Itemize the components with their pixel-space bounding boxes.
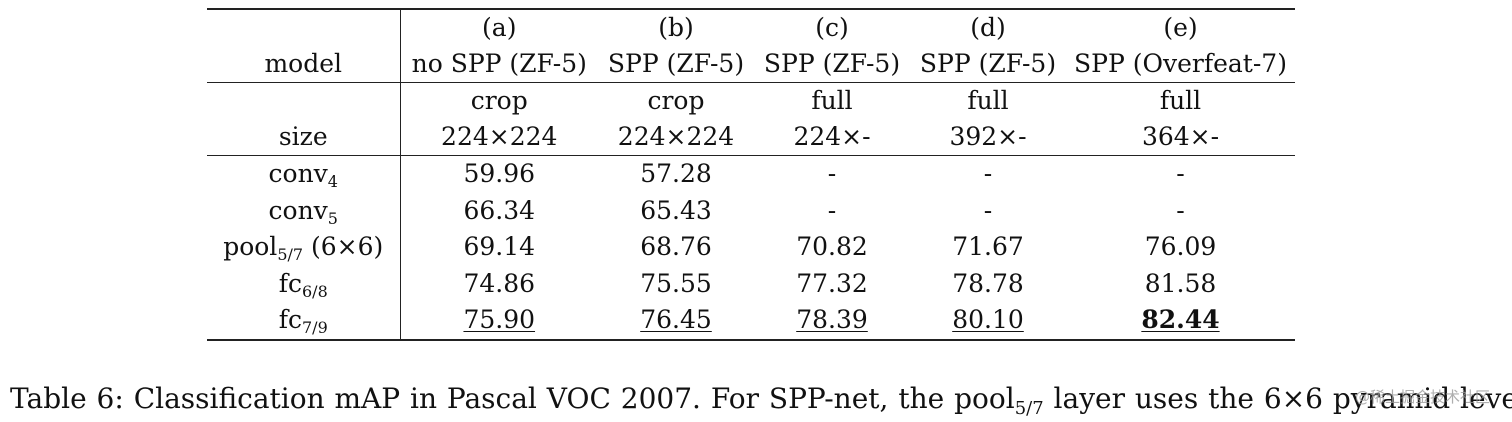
table-cell: - — [1066, 155, 1295, 193]
table-cell: 69.14 — [463, 232, 536, 262]
table-cell: - — [754, 155, 910, 193]
table-cell: 81.58 — [1144, 268, 1217, 298]
header-row-letters: (a) (b) (c) (d) (e) — [207, 8, 1295, 46]
cell-value-best: 82.44 — [1141, 305, 1220, 335]
size-c: 224×- — [793, 122, 871, 151]
crop-mode-corner-cell — [207, 82, 401, 119]
table-cell: 76.09 — [1144, 232, 1217, 262]
results-table: (a) (b) (c) (d) (e) model no SPP (ZF-5) … — [207, 8, 1295, 341]
table-cell: 74.86 — [463, 268, 536, 298]
crop-mode-b: crop — [598, 82, 754, 119]
table-row: fc7/9 75.90 76.45 78.39 80.10 82.44 — [207, 302, 1295, 341]
table-cell: - — [827, 195, 837, 225]
model-name-a: no SPP (ZF-5) — [411, 49, 587, 78]
row-label-base: conv — [268, 195, 328, 225]
model-name-c: SPP (ZF-5) — [763, 49, 901, 78]
header-letter-e: (e) — [1066, 8, 1295, 46]
model-name-b: SPP (ZF-5) — [607, 49, 745, 78]
caption-subscript: 5/7 — [1014, 398, 1044, 419]
model-row-label: model — [207, 46, 401, 83]
cell-value-underlined: 80.10 — [952, 305, 1024, 335]
header-letter-d: (d) — [910, 8, 1066, 46]
table-cell: 78.39 — [754, 302, 910, 341]
row-label-conv5: conv5 — [207, 192, 401, 229]
table-cell: 82.44 — [1066, 302, 1295, 341]
caption-text-end: layer uses the 6×6 pyramid level. — [1043, 382, 1512, 415]
size-e: 364×- — [1141, 122, 1220, 151]
header-letter-a: (a) — [400, 8, 598, 46]
table-cell: - — [910, 155, 1066, 193]
table-caption: Table 6: Classification mAP in Pascal VO… — [10, 381, 1512, 419]
row-label-conv4: conv4 — [207, 155, 401, 193]
row-label-sub: 5/7 — [277, 245, 304, 265]
table-cell: 71.67 — [952, 232, 1024, 262]
crop-mode-a: crop — [400, 82, 598, 119]
crop-mode-e: full — [1066, 82, 1295, 119]
model-name-d: SPP (ZF-5) — [919, 49, 1057, 78]
row-label-base: fc — [278, 268, 302, 298]
table-row: fc6/8 74.86 75.55 77.32 78.78 81.58 — [207, 265, 1295, 302]
table-cell: - — [983, 195, 993, 225]
model-name-e: SPP (Overfeat-7) — [1074, 49, 1287, 78]
header-letter-c: (c) — [754, 8, 910, 46]
crop-mode-d: full — [910, 82, 1066, 119]
row-label-sub: 6/8 — [302, 281, 328, 301]
table-cell: 59.96 — [400, 155, 598, 193]
cell-value-underlined: 76.45 — [640, 305, 712, 335]
size-a: 224×224 — [441, 122, 558, 151]
table-cell: - — [1176, 195, 1185, 225]
table-cell: 78.78 — [952, 268, 1024, 298]
header-row-sizes: size 224×224 224×224 224×- 392×- 364×- — [207, 119, 1295, 156]
header-row-crop-mode: crop crop full full full — [207, 82, 1295, 119]
table-cell: 75.55 — [640, 268, 712, 298]
row-label-pool: pool5/7 (6×6) — [207, 229, 401, 266]
size-row-label: size — [207, 119, 401, 156]
table-cell: 65.43 — [640, 195, 712, 225]
row-label-suffix: (6×6) — [303, 232, 384, 262]
header-row-models: model no SPP (ZF-5) SPP (ZF-5) SPP (ZF-5… — [207, 46, 1295, 83]
table-cell: 76.45 — [598, 302, 754, 341]
table-cell: 57.28 — [598, 155, 754, 193]
crop-mode-c: full — [754, 82, 910, 119]
table-cell: 66.34 — [463, 195, 536, 225]
table-row: pool5/7 (6×6) 69.14 68.76 70.82 71.67 76… — [207, 229, 1295, 266]
cell-value-underlined: 78.39 — [796, 305, 868, 335]
table-row: conv4 59.96 57.28 - - - — [207, 155, 1295, 193]
header-letter-b: (b) — [598, 8, 754, 46]
size-d: 392×- — [949, 122, 1027, 151]
results-table-container: (a) (b) (c) (d) (e) model no SPP (ZF-5) … — [207, 8, 1295, 341]
table-row: conv5 66.34 65.43 - - - — [207, 192, 1295, 229]
watermark: @稀土掘金技术社区 — [1354, 388, 1490, 406]
row-label-fc79: fc7/9 — [207, 302, 401, 341]
caption-text-start: Table 6: Classification mAP in Pascal VO… — [10, 382, 1015, 415]
cell-value-underlined: 75.90 — [463, 305, 536, 335]
table-cell: 70.82 — [796, 232, 868, 262]
row-label-sub: 7/9 — [302, 318, 328, 338]
row-label-sub: 4 — [327, 172, 338, 192]
table-cell: 68.76 — [640, 232, 712, 262]
row-label-base: pool — [223, 232, 278, 262]
row-label-base: fc — [278, 305, 302, 335]
header-corner-cell — [207, 8, 401, 46]
row-label-fc68: fc6/8 — [207, 265, 401, 302]
table-cell: 75.90 — [400, 302, 598, 341]
table-cell: 80.10 — [910, 302, 1066, 341]
table-cell: 77.32 — [796, 268, 868, 298]
row-label-sub: 5 — [327, 208, 338, 228]
size-b: 224×224 — [617, 122, 735, 151]
row-label-base: conv — [268, 159, 328, 189]
